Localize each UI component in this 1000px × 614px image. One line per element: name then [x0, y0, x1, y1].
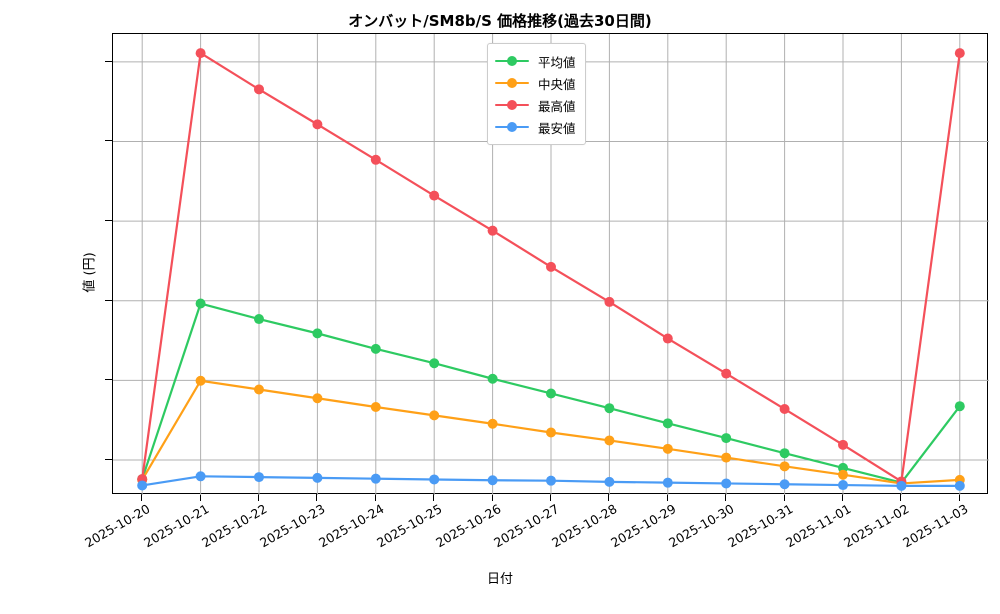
legend-swatch-icon [495, 76, 529, 90]
data-point-marker [487, 418, 498, 429]
data-point-marker [779, 404, 790, 415]
data-point-marker [195, 48, 206, 59]
x-tick-mark [491, 494, 493, 501]
x-tick-mark [199, 494, 201, 501]
data-point-marker [954, 401, 965, 412]
data-point-marker [312, 119, 323, 130]
series-lines [137, 48, 965, 491]
data-point-marker [487, 475, 498, 486]
data-point-marker [662, 477, 673, 488]
data-point-marker [604, 435, 615, 446]
data-point-marker [429, 410, 440, 421]
data-point-marker [254, 472, 264, 483]
data-point-marker [779, 461, 790, 472]
data-point-marker [312, 393, 323, 404]
legend-item[interactable]: 最高値 [495, 94, 576, 116]
data-point-marker [779, 448, 790, 459]
data-point-marker [604, 403, 615, 414]
x-tick-mark [433, 494, 435, 501]
data-point-marker [429, 190, 440, 201]
legend-dot-icon [507, 78, 517, 88]
legend-label: 平均値 [538, 54, 576, 70]
x-tick-mark [725, 494, 727, 501]
x-tick-mark [842, 494, 843, 501]
data-point-marker [487, 373, 498, 384]
legend-swatch-icon [495, 120, 529, 134]
data-point-marker [195, 375, 206, 386]
data-point-marker [546, 475, 556, 486]
legend-item[interactable]: 平均値 [495, 50, 576, 72]
y-axis-label: 値 (円) [82, 252, 98, 293]
x-tick-mark [258, 494, 259, 501]
data-point-marker [954, 48, 965, 59]
x-tick-mark [316, 494, 318, 501]
data-point-marker [838, 469, 848, 480]
x-tick-mark [900, 494, 902, 501]
data-point-marker [137, 480, 148, 491]
data-point-marker [838, 439, 848, 450]
data-point-marker [370, 154, 381, 165]
data-point-marker [370, 473, 381, 484]
data-point-marker [779, 479, 790, 490]
data-point-marker [429, 474, 440, 485]
x-tick-mark [783, 494, 785, 501]
x-tick-mark [374, 494, 376, 501]
x-tick-mark [958, 494, 960, 501]
x-tick-mark [550, 494, 551, 501]
data-point-marker [546, 261, 556, 272]
x-axis-label: 日付 [486, 572, 513, 587]
y-tick-mark [105, 60, 112, 62]
legend-item[interactable]: 中央値 [495, 72, 576, 94]
y-tick-mark [105, 379, 112, 381]
data-point-marker [896, 480, 907, 491]
legend-swatch-icon [495, 54, 529, 68]
data-point-marker [954, 480, 965, 491]
data-point-marker [370, 402, 381, 413]
legend-item[interactable]: 最安値 [495, 116, 576, 138]
plot-area [112, 33, 989, 495]
chart-title: オンバット/SM8b/S 価格推移(過去30日間) [348, 12, 652, 30]
chart-figure: オンバット/SM8b/S 価格推移(過去30日間) 値 (円) 日付 20040… [82, 12, 989, 587]
x-tick-mark [608, 494, 610, 501]
data-point-marker [254, 384, 264, 395]
y-tick-mark [105, 299, 112, 301]
chart-legend: 平均値中央値最高値最安値 [487, 43, 586, 145]
data-point-marker [604, 476, 615, 487]
data-point-marker [721, 368, 732, 379]
data-point-marker [312, 472, 323, 483]
legend-label: 最安値 [538, 120, 576, 136]
x-tick-mark [666, 494, 668, 501]
data-point-marker [721, 478, 732, 489]
data-point-marker [254, 84, 264, 95]
legend-dot-icon [507, 100, 517, 110]
y-tick-mark [105, 458, 112, 460]
data-point-marker [195, 471, 206, 482]
legend-swatch-icon [495, 98, 529, 112]
data-point-marker [254, 314, 264, 325]
data-point-marker [838, 480, 848, 491]
legend-label: 中央値 [538, 76, 576, 92]
legend-dot-icon [507, 56, 517, 66]
legend-label: 最高値 [538, 98, 576, 114]
data-point-marker [546, 427, 556, 438]
data-point-marker [312, 328, 323, 339]
legend-dot-icon [507, 122, 517, 132]
data-point-marker [721, 452, 732, 463]
data-point-marker [370, 343, 381, 354]
data-point-marker [546, 388, 556, 399]
data-point-marker [604, 296, 615, 307]
y-tick-mark [105, 220, 112, 222]
y-tick-mark [105, 140, 112, 142]
data-point-marker [721, 433, 732, 444]
x-tick-mark [141, 494, 143, 501]
data-point-marker [662, 443, 673, 454]
data-point-marker [195, 298, 206, 309]
data-point-marker [662, 418, 673, 429]
data-point-marker [662, 333, 673, 344]
grid-lines [113, 34, 989, 495]
data-point-marker [429, 358, 440, 369]
data-point-marker [487, 225, 498, 236]
